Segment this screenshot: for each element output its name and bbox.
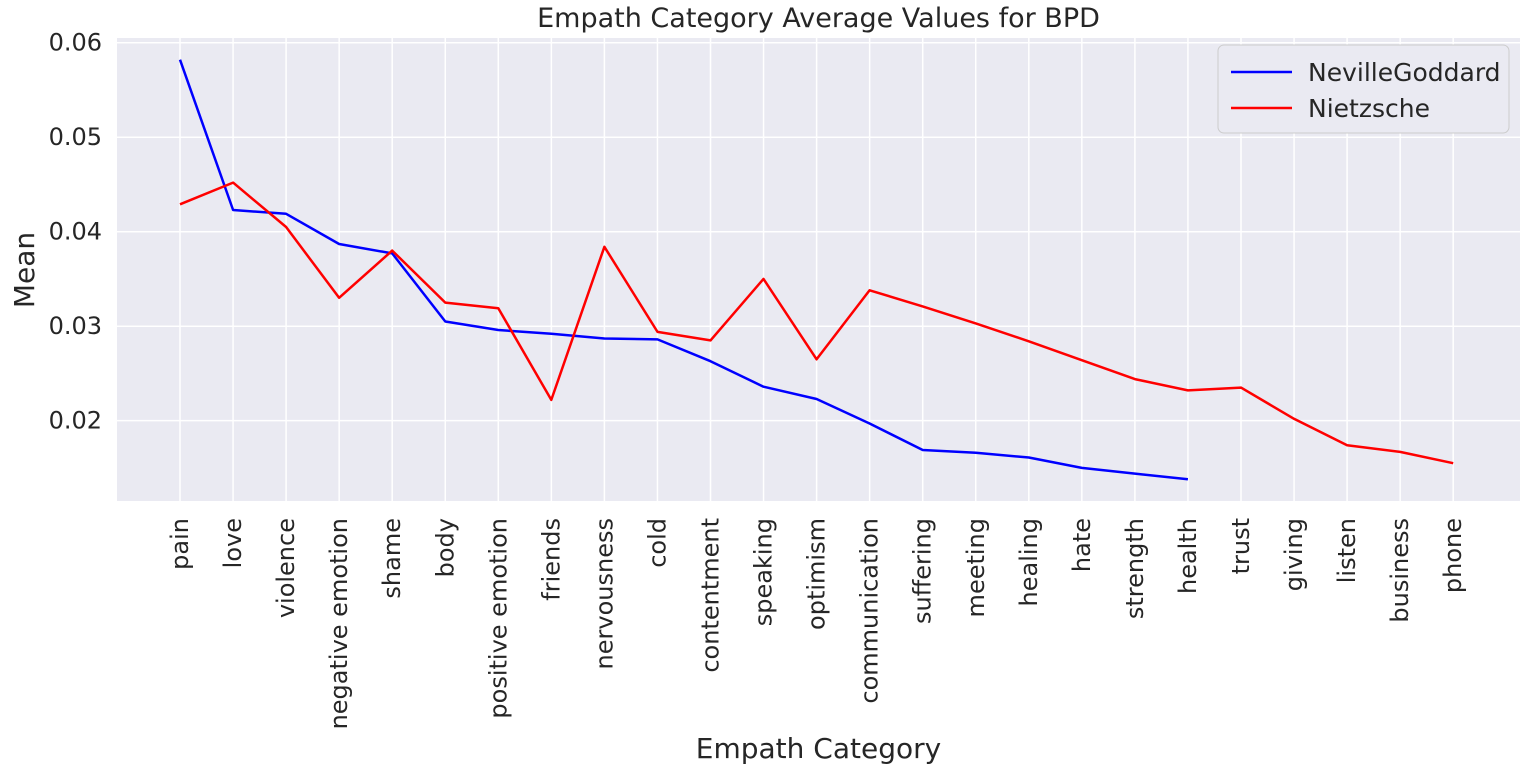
x-tick-label: trust (1227, 518, 1255, 574)
x-tick-label: speaking (750, 518, 778, 626)
x-tick-label: strength (1121, 518, 1149, 619)
y-tick-label: 0.04 (49, 218, 102, 246)
x-tick-label: business (1386, 518, 1414, 623)
legend: NevilleGoddard Nietzsche (1217, 44, 1510, 134)
x-tick-label: negative emotion (325, 518, 353, 729)
series-line-nietzsche (179, 181, 1454, 465)
x-tick-label: health (1174, 518, 1202, 594)
x-tick-label: cold (643, 518, 671, 568)
grid (117, 38, 1520, 501)
y-tick-label: 0.05 (49, 123, 102, 151)
chart-title: Empath Category Average Values for BPD (537, 3, 1100, 34)
x-tick-label: positive emotion (484, 518, 512, 719)
y-tick-labels: 0.02 0.03 0.04 0.05 0.06 (49, 29, 102, 435)
y-tick-label: 0.02 (49, 407, 102, 435)
x-tick-label: love (219, 518, 247, 568)
x-tick-label: giving (1280, 518, 1308, 591)
x-tick-label: phone (1439, 518, 1467, 593)
series-lines (178, 59, 1454, 481)
x-tick-label: contentment (697, 518, 725, 673)
legend-box (1217, 44, 1510, 134)
x-tick-label: body (431, 518, 459, 577)
x-tick-label: meeting (962, 518, 990, 617)
x-tick-label: violence (272, 518, 300, 618)
legend-label-nietzsche: Nietzsche (1308, 94, 1430, 123)
x-tick-label: listen (1333, 518, 1361, 583)
legend-label-neville-goddard: NevilleGoddard (1308, 58, 1501, 87)
x-tick-label: communication (856, 518, 884, 704)
x-axis-label: Empath Category (696, 732, 941, 765)
x-tick-label: suffering (909, 518, 937, 624)
x-tick-label: friends (537, 518, 565, 601)
x-tick-label: hate (1068, 518, 1096, 572)
x-tick-label: healing (1015, 518, 1043, 606)
x-tick-label: pain (166, 518, 194, 570)
y-tick-label: 0.06 (49, 29, 102, 57)
x-tick-labels: pain love violence negative emotion shame bod… (166, 518, 1467, 729)
y-tick-label: 0.03 (49, 312, 102, 340)
y-axis-label: Mean (8, 232, 41, 308)
x-tick-label: shame (378, 518, 406, 599)
series-line-nevillegoddard (178, 59, 1189, 481)
x-tick-label: nervousness (590, 518, 618, 669)
x-tick-label: optimism (803, 518, 831, 630)
